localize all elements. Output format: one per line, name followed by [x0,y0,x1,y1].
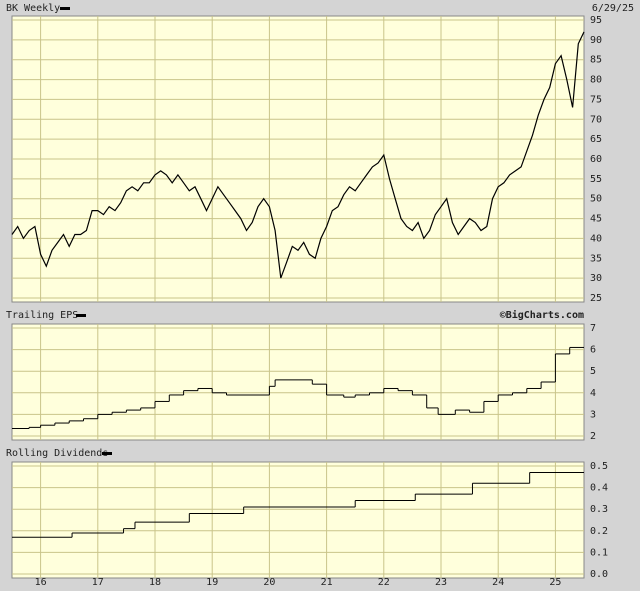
y-tick-label: 45 [590,214,602,225]
y-tick-label: 6 [590,345,596,356]
y-tick-label: 35 [590,253,602,264]
x-tick-label: 16 [35,577,47,588]
y-tick-label: 5 [590,366,596,377]
chart-title: BK Weekly [6,3,60,14]
legend-swatch [102,452,112,455]
y-tick-label: 55 [590,174,602,185]
x-tick-label: 21 [321,577,333,588]
y-tick-label: 4 [590,388,596,399]
y-tick-label: 7 [590,323,596,334]
y-tick-label: 0.5 [590,461,608,472]
panel-title: Rolling Dividends [6,448,108,459]
y-tick-label: 2 [590,431,596,442]
y-tick-label: 40 [590,233,602,244]
y-tick-label: 0.0 [590,569,608,580]
plot-area [11,323,585,441]
y-tick-label: 60 [590,154,602,165]
x-tick-label: 20 [263,577,275,588]
x-tick-label: 25 [549,577,561,588]
panel-title: Trailing EPS [6,310,78,321]
x-tick-label: 19 [206,577,218,588]
price-line [11,31,585,279]
y-tick-label: 75 [590,94,602,105]
source: ©BigCharts.com [500,309,584,321]
y-tick-label: 0.3 [590,504,608,515]
y-tick-label: 70 [590,114,602,125]
plot-area [11,461,585,579]
legend-swatch [60,7,70,10]
y-tick-label: 90 [590,35,602,46]
y-tick-label: 0.2 [590,526,608,537]
x-tick-label: 23 [435,577,447,588]
x-tick-label: 24 [492,577,504,588]
x-tick-label: 22 [378,577,390,588]
y-tick-label: 30 [590,273,602,284]
x-tick-label: 17 [92,577,104,588]
y-tick-label: 85 [590,55,602,66]
y-tick-label: 0.1 [590,547,608,558]
y-tick-label: 25 [590,293,602,304]
x-tick-label: 18 [149,577,161,588]
y-tick-label: 65 [590,134,602,145]
legend-swatch [76,314,86,317]
y-tick-label: 80 [590,75,602,86]
y-tick-label: 0.4 [590,483,608,494]
chart-date: 6/29/25 [592,3,634,14]
y-tick-label: 50 [590,194,602,205]
y-tick-label: 95 [590,15,602,26]
y-tick-label: 3 [590,409,596,420]
